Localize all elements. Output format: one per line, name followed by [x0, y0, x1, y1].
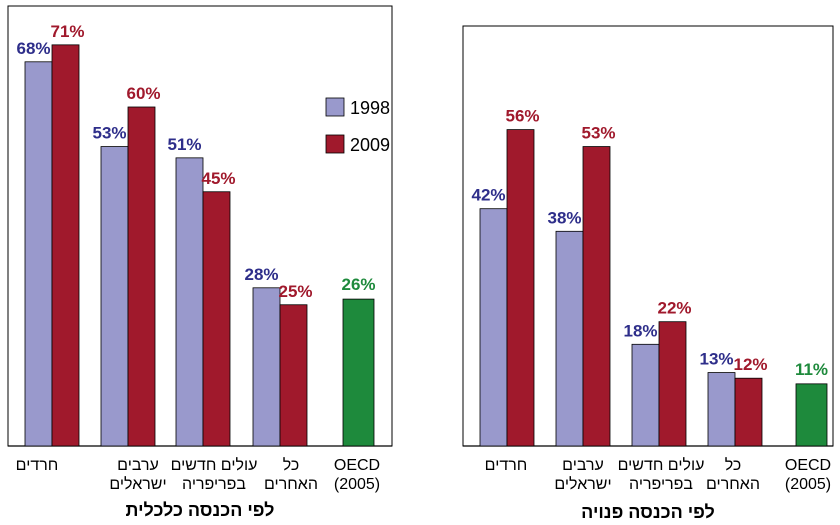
bar-1998 [707, 372, 736, 447]
category-label: חרדים [485, 457, 528, 474]
data-label-2009: 71% [50, 22, 84, 41]
data-label-2009: 60% [126, 84, 160, 103]
chart-title: לפי הכנסה פנויה [581, 502, 715, 522]
bar-oecd [795, 383, 828, 447]
data-label-2009: 45% [201, 169, 235, 188]
bar-2009 [51, 44, 80, 447]
chart-panel-disposable-income: 42% 56% 38% 53% 18%22% 13% 12% 11% חרדים ערביםישר… [462, 25, 834, 522]
bar-1998 [252, 287, 281, 447]
chart-title: לפי הכנסה כלכלית [126, 500, 275, 520]
legend-label-1998: 1998 [350, 98, 390, 118]
data-label-1998: 53% [92, 124, 126, 143]
category-label: האחרים [706, 476, 760, 493]
bar-1998 [631, 343, 660, 447]
category-label: עולים חדשים [618, 456, 705, 474]
legend: 1998 2009 [325, 97, 390, 155]
bar-1998 [100, 146, 129, 447]
category-label: עולים חדשים [171, 456, 258, 474]
bar-2009 [658, 321, 687, 447]
data-label-2009: 53% [581, 124, 615, 143]
bar-1998 [479, 208, 508, 447]
legend-swatch-2009 [325, 134, 345, 154]
category-label: OECD [785, 457, 831, 474]
category-label: ישראלים [554, 475, 611, 493]
bar-2009 [506, 129, 535, 447]
data-label-2009: 25% [278, 282, 312, 301]
bar-oecd [342, 298, 375, 447]
data-label-1998: 13% [699, 350, 733, 369]
data-label-2009: 22% [657, 299, 691, 318]
bar-2009 [127, 106, 156, 447]
bar-1998 [175, 157, 204, 447]
legend-label-2009: 2009 [350, 135, 390, 155]
data-label-1998: 28% [244, 265, 278, 284]
data-label-1998: 42% [471, 186, 505, 205]
category-label: האחרים [264, 476, 318, 493]
data-label-2009: 56% [505, 107, 539, 126]
data-label-oecd: 26% [341, 275, 375, 294]
bar-2009 [279, 304, 308, 447]
data-label-2009: 12% [733, 355, 767, 374]
data-label-1998: 18% [623, 321, 657, 340]
bar-1998 [555, 230, 584, 447]
bar-2009 [734, 377, 763, 447]
data-label-1998: 38% [547, 208, 581, 227]
bar-2009 [202, 191, 231, 447]
data-label-1998: 68% [16, 39, 50, 58]
category-label: ערבים [117, 457, 159, 474]
category-label: בפריפריה [182, 476, 246, 493]
category-label: כל [725, 456, 742, 474]
chart-panel-economic-income: 68%71% 53% 60% 51%45% 28%25% 26% חרדים ערביםישר… [7, 5, 393, 520]
category-label: כל [283, 456, 300, 474]
bar-1998 [24, 61, 53, 447]
category-label: ישראלים [109, 475, 166, 493]
category-label: (2005) [334, 476, 380, 493]
bar-2009 [582, 146, 611, 447]
category-label: OECD [334, 457, 380, 474]
category-label: חרדים [16, 457, 59, 474]
data-label-1998: 51% [167, 135, 201, 154]
legend-swatch-1998 [325, 97, 345, 117]
category-label: בפריפריה [629, 476, 693, 493]
data-label-oecd: 11% [795, 360, 828, 379]
category-label: (2005) [785, 476, 831, 493]
category-label: ערבים [562, 457, 604, 474]
